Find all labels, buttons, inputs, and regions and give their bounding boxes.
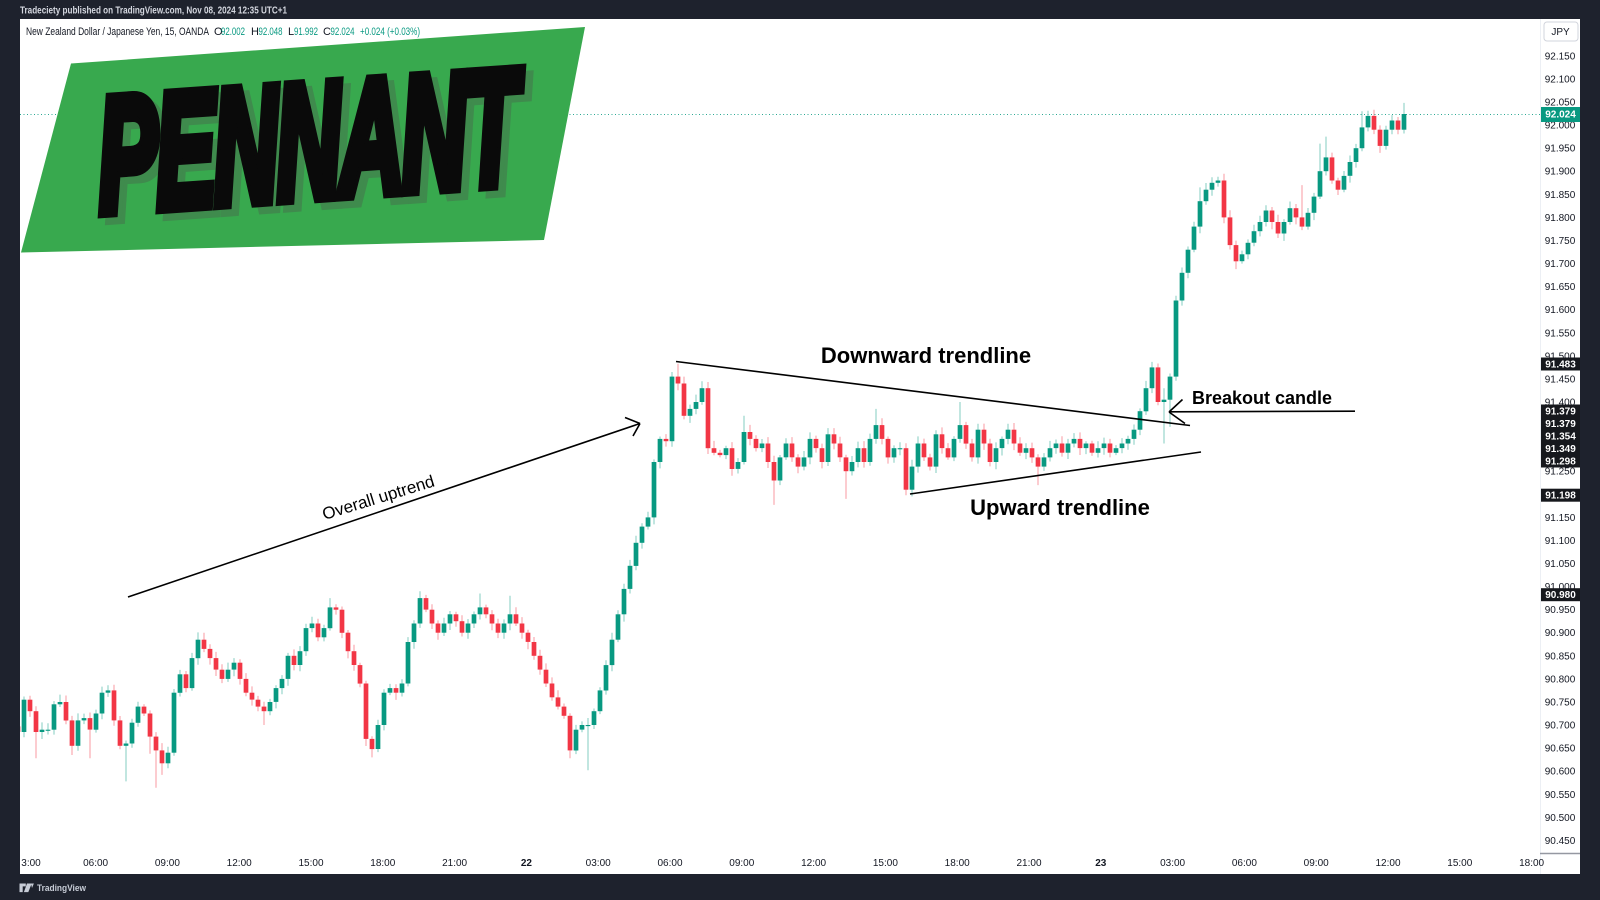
svg-text:Breakout candle: Breakout candle [1192,388,1332,408]
svg-text:91.050: 91.050 [1545,559,1576,570]
svg-text:PENNANT: PENNANT [101,42,536,254]
svg-text:C: C [323,26,331,38]
svg-text:PENNANT: PENNANT [94,35,529,247]
svg-text:12:00: 12:00 [801,858,826,869]
svg-text:09:00: 09:00 [1304,858,1329,869]
svg-text:O: O [214,26,223,38]
svg-text:06:00: 06:00 [657,858,682,869]
svg-text:06:00: 06:00 [83,858,108,869]
svg-text:91.500: 91.500 [1545,351,1576,362]
svg-text:90.950: 90.950 [1545,605,1576,616]
svg-text:91.349: 91.349 [1545,444,1576,455]
svg-text:03:00: 03:00 [586,858,611,869]
svg-text:91.650: 91.650 [1545,282,1576,293]
svg-text:Downward trendline: Downward trendline [821,343,1031,368]
svg-text:90.900: 90.900 [1545,628,1576,639]
svg-text:92.024: 92.024 [331,26,355,38]
svg-text:91.992: 91.992 [294,26,318,38]
svg-text:92.150: 92.150 [1545,51,1576,62]
svg-text:21:00: 21:00 [442,858,467,869]
svg-text:12:00: 12:00 [1375,858,1400,869]
svg-text:90.700: 90.700 [1545,721,1576,732]
svg-text:91.379: 91.379 [1545,407,1576,418]
svg-text:91.250: 91.250 [1545,467,1576,478]
svg-text:91.700: 91.700 [1545,259,1576,270]
svg-text:18:00: 18:00 [945,858,970,869]
svg-text:22: 22 [521,858,533,869]
svg-text:L: L [288,26,294,38]
svg-text:90.850: 90.850 [1545,651,1576,662]
svg-text:03:00: 03:00 [1160,858,1185,869]
svg-text:91.354: 91.354 [1545,432,1576,443]
svg-text:15:00: 15:00 [1447,858,1472,869]
svg-text:06:00: 06:00 [1232,858,1257,869]
svg-text:91.450: 91.450 [1545,374,1576,385]
svg-text:90.450: 90.450 [1545,836,1576,847]
svg-text:H: H [251,26,259,38]
svg-text:91.298: 91.298 [1545,457,1576,468]
svg-text:Tradeciety published on Tradin: Tradeciety published on TradingView.com,… [20,6,287,17]
svg-text:JPY: JPY [1551,27,1570,38]
svg-text:92.002: 92.002 [221,26,245,38]
svg-text:91.483: 91.483 [1545,360,1576,371]
svg-text:90.550: 90.550 [1545,790,1576,801]
svg-text:3:00: 3:00 [21,858,41,869]
svg-text:90.650: 90.650 [1545,744,1576,755]
svg-text:92.050: 92.050 [1545,98,1576,109]
svg-text:18:00: 18:00 [1519,858,1544,869]
svg-text:91.198: 91.198 [1545,491,1576,502]
svg-text:92.048: 92.048 [259,26,283,38]
svg-text:New Zealand Dollar / Japanese: New Zealand Dollar / Japanese Yen, 15, O… [26,26,209,38]
svg-text:91.600: 91.600 [1545,305,1576,316]
svg-text:18:00: 18:00 [370,858,395,869]
svg-text:92.000: 92.000 [1545,121,1576,132]
svg-text:90.600: 90.600 [1545,767,1576,778]
svg-text:90.800: 90.800 [1545,674,1576,685]
svg-text:+0.024 (+0.03%): +0.024 (+0.03%) [360,26,420,38]
svg-text:12:00: 12:00 [227,858,252,869]
svg-text:Upward trendline: Upward trendline [970,495,1150,520]
svg-text:90.750: 90.750 [1545,698,1576,709]
svg-text:TradingView: TradingView [37,883,87,894]
svg-text:92.100: 92.100 [1545,74,1576,85]
svg-text:91.150: 91.150 [1545,513,1576,524]
svg-text:23: 23 [1095,858,1107,869]
svg-text:91.100: 91.100 [1545,536,1576,547]
svg-text:21:00: 21:00 [1016,858,1041,869]
svg-text:91.379: 91.379 [1545,419,1576,430]
svg-text:91.750: 91.750 [1545,236,1576,247]
svg-text:91.900: 91.900 [1545,167,1576,178]
svg-text:09:00: 09:00 [155,858,180,869]
svg-text:91.800: 91.800 [1545,213,1576,224]
svg-text:90.500: 90.500 [1545,813,1576,824]
svg-text:91.550: 91.550 [1545,328,1576,339]
svg-text:91.850: 91.850 [1545,190,1576,201]
svg-text:15:00: 15:00 [873,858,898,869]
svg-text:09:00: 09:00 [729,858,754,869]
svg-text:90.980: 90.980 [1545,590,1576,601]
svg-text:15:00: 15:00 [298,858,323,869]
svg-text:91.000: 91.000 [1545,582,1576,593]
svg-text:91.950: 91.950 [1545,144,1576,155]
svg-text:91.400: 91.400 [1545,398,1576,409]
svg-text:92.024: 92.024 [1545,110,1576,121]
